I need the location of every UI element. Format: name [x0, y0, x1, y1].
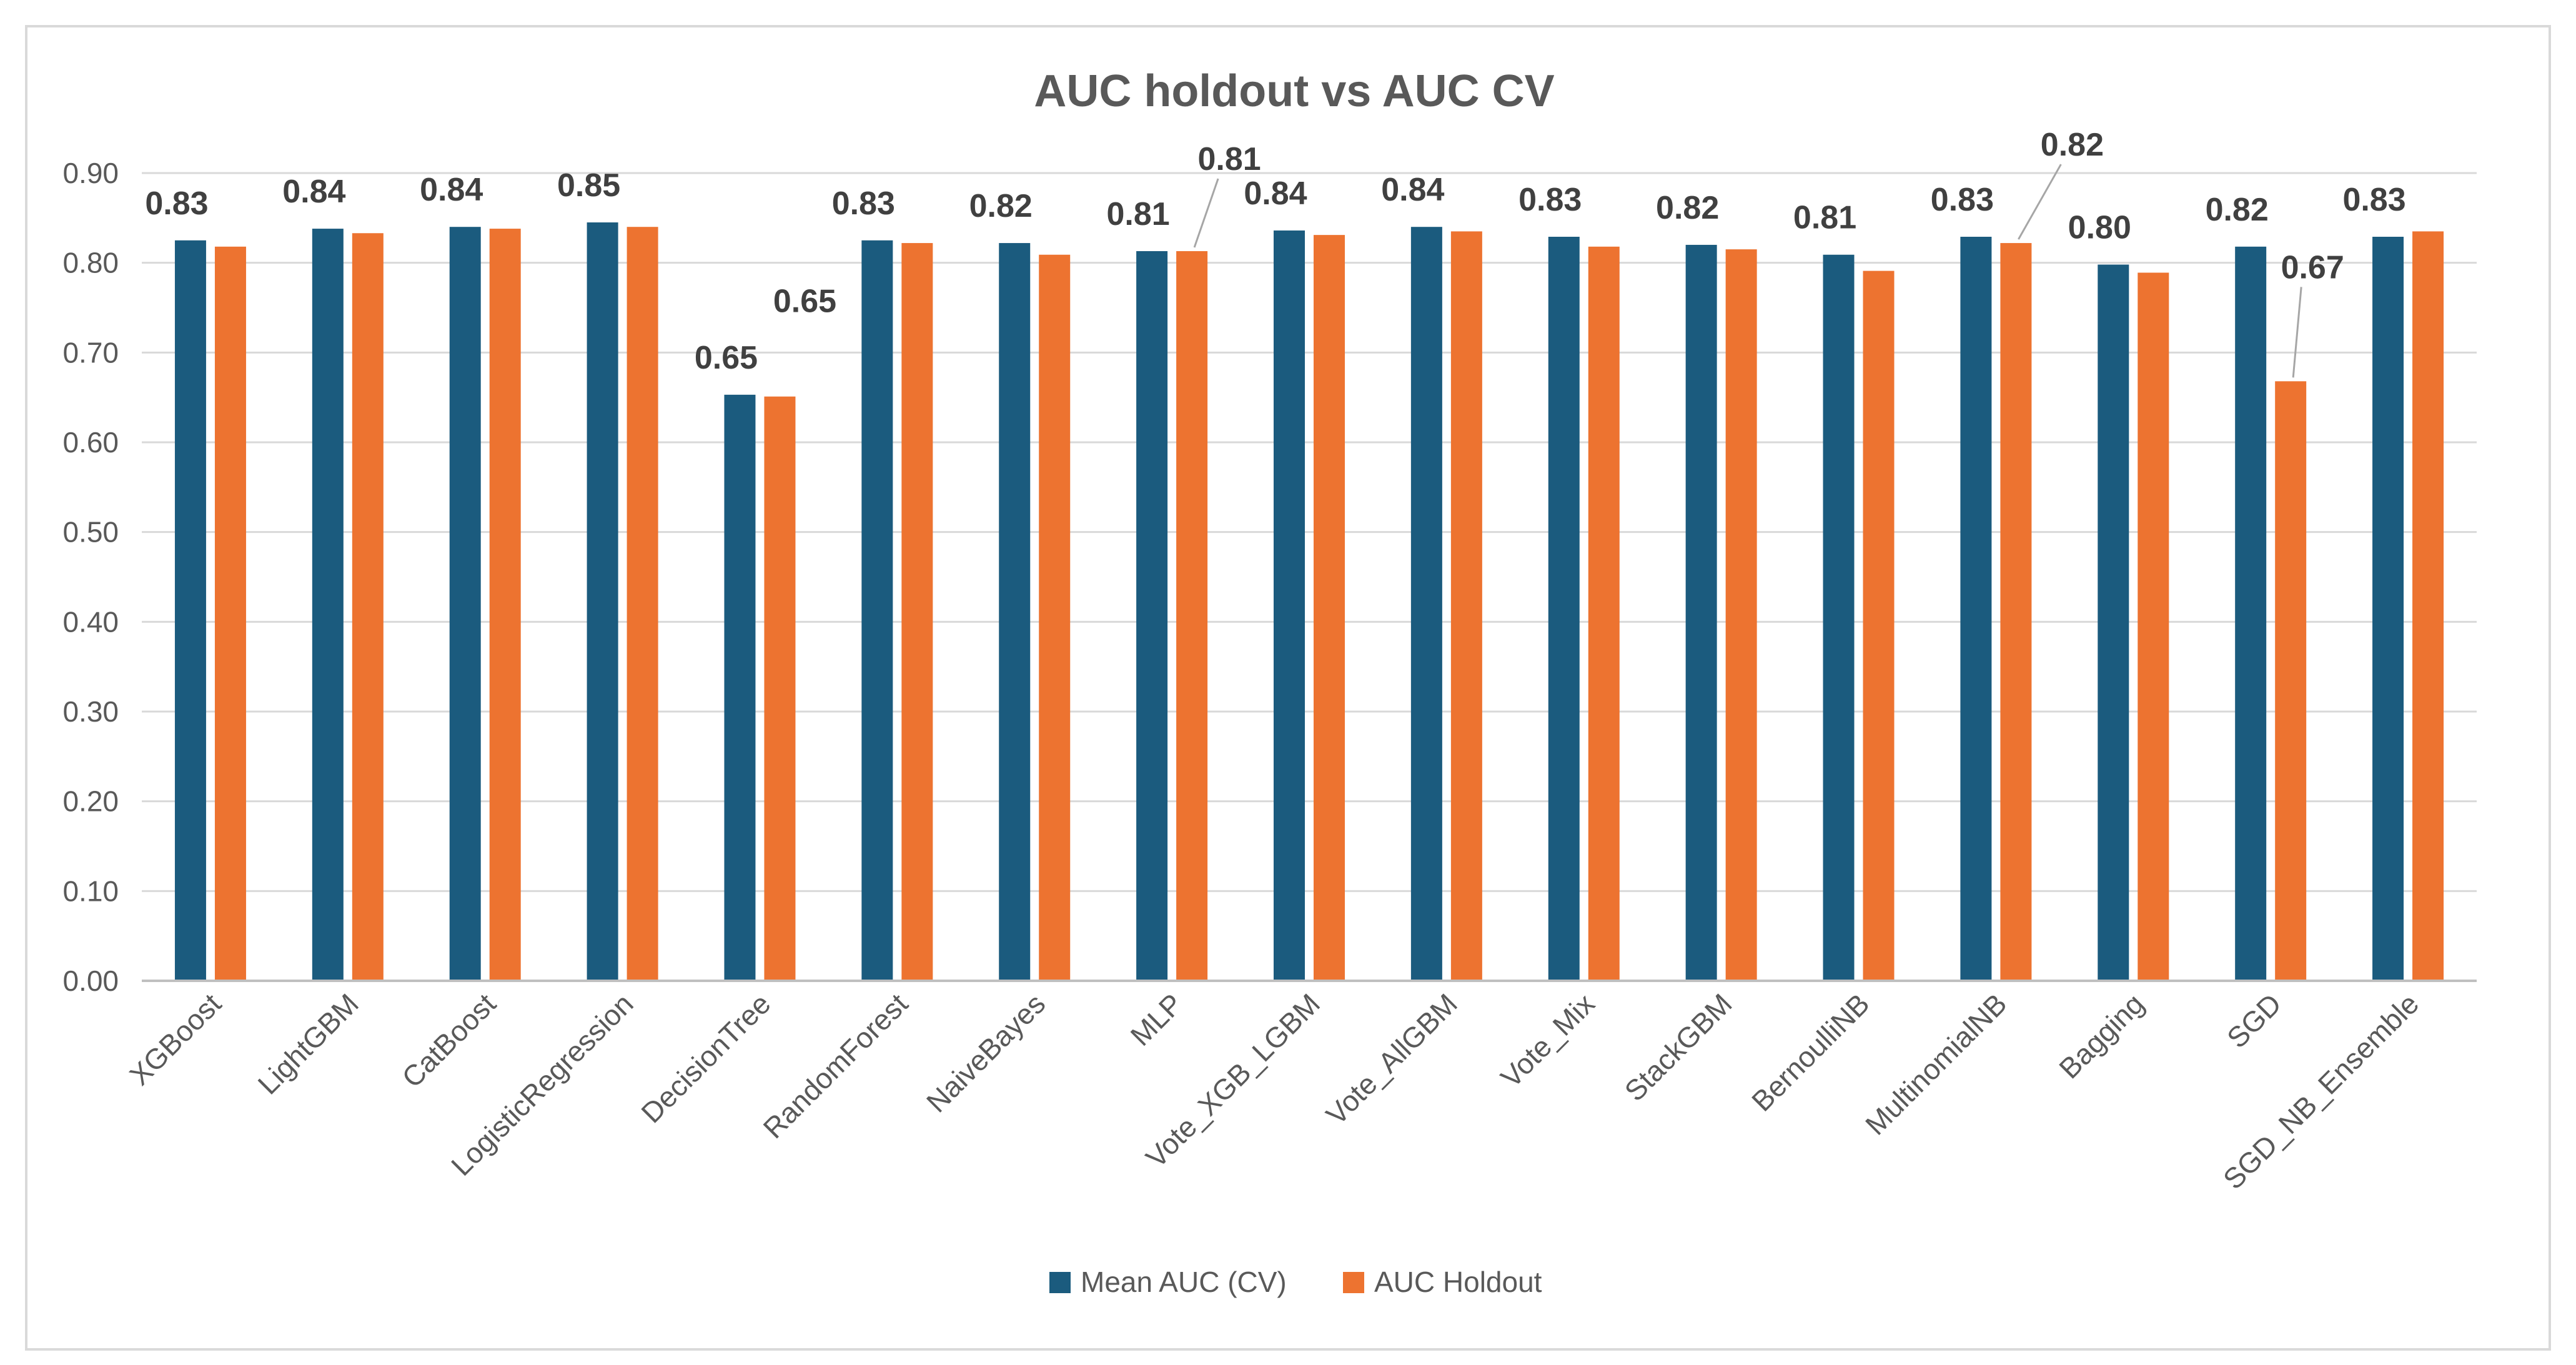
data-label-cv: 0.84	[282, 174, 345, 210]
bar-holdout-bagging	[2138, 272, 2169, 981]
bar-holdout-lightgbm	[352, 233, 384, 981]
bar-cv-multinomialnb	[1960, 237, 1992, 981]
bar-cv-vote-allgbm	[1410, 227, 1442, 981]
y-tick-label: 0.20	[62, 785, 119, 818]
bar-holdout-xgboost	[214, 246, 246, 981]
y-tick-label: 0.30	[62, 695, 119, 728]
data-label-cv: 0.84	[420, 172, 483, 208]
bar-holdout-naivebayes	[1039, 254, 1071, 981]
bar-holdout-vote-allgbm	[1450, 231, 1482, 981]
legend-label-cv: Mean AUC (CV)	[1081, 1266, 1287, 1298]
data-label-cv: 0.83	[1931, 182, 1994, 218]
y-tick-label: 0.90	[62, 157, 119, 189]
bar-cv-decisiontree	[724, 394, 756, 981]
bar-holdout-sgd	[2275, 381, 2307, 981]
y-tick-label: 0.10	[62, 875, 119, 907]
data-label-cv: 0.84	[1244, 176, 1307, 212]
bar-holdout-multinomialnb	[2000, 243, 2032, 981]
data-label-holdout: 0.65	[773, 284, 836, 320]
data-label-cv: 0.83	[832, 186, 895, 222]
data-label-cv: 0.80	[2068, 210, 2131, 246]
bar-cv-bagging	[2098, 264, 2129, 981]
data-label-holdout: 0.82	[2041, 127, 2104, 163]
data-label-cv: 0.83	[2342, 182, 2405, 218]
bar-holdout-catboost	[489, 229, 521, 981]
bar-cv-logisticregression	[587, 222, 618, 981]
legend: Mean AUC (CV) AUC Holdout	[1049, 1266, 1542, 1298]
bar-cv-bernoullinb	[1823, 254, 1855, 981]
bar-cv-stackgbm	[1685, 244, 1717, 981]
data-label-holdout: 0.67	[2281, 249, 2344, 285]
bar-holdout-sgd-nb-ensemble	[2412, 231, 2444, 981]
bar-cv-vote-mix	[1548, 237, 1580, 981]
legend-swatch-cv	[1049, 1272, 1071, 1293]
y-tick-label: 0.50	[62, 516, 119, 548]
bar-holdout-stackgbm	[1725, 249, 1757, 981]
bar-cv-sgd	[2235, 246, 2267, 981]
bar-holdout-mlp	[1176, 251, 1208, 981]
data-label-cv: 0.82	[1656, 190, 1719, 226]
bar-cv-naivebayes	[999, 243, 1031, 981]
data-label-cv: 0.85	[557, 167, 620, 204]
gridlines	[142, 172, 2477, 892]
bar-holdout-bernoullinb	[1863, 271, 1895, 981]
bars	[174, 222, 2444, 981]
y-tick-label: 0.60	[62, 426, 119, 459]
y-tick-label: 0.80	[62, 247, 119, 279]
bar-holdout-logisticregression	[627, 227, 658, 981]
bar-holdout-vote-mix	[1588, 246, 1620, 981]
leader-line	[2018, 164, 2062, 240]
y-tick-label: 0.70	[62, 336, 119, 369]
bar-cv-lightgbm	[312, 229, 344, 981]
data-label-cv: 0.81	[1793, 200, 1856, 236]
data-label-cv: 0.84	[1381, 172, 1444, 208]
bar-holdout-vote-xgb-lgbm	[1314, 235, 1345, 981]
data-labels: 0.83 0.84 0.84 0.850.650.83 0.82 0.810.84 0.84…	[145, 127, 2405, 376]
data-label-cv: 0.81	[1107, 196, 1170, 232]
chart-title: AUC holdout vs AUC CV	[1034, 66, 1554, 116]
data-label-cv: 0.83	[1518, 182, 1582, 218]
bar-holdout-randomforest	[901, 243, 933, 981]
data-label-holdout: 0.81	[1198, 141, 1261, 177]
bar-cv-xgboost	[174, 240, 206, 981]
bar-cv-vote-xgb-lgbm	[1274, 230, 1305, 981]
legend-label-holdout: AUC Holdout	[1374, 1266, 1542, 1298]
bar-cv-mlp	[1136, 251, 1168, 981]
leader-line	[1193, 178, 1219, 248]
y-tick-label: 0.40	[62, 605, 119, 638]
y-axis-ticks: 0.00 0.10 0.20 0.30 0.40 0.50 0.60 0.70 0.80 0.90	[62, 157, 119, 997]
data-label-cv: 0.83	[145, 186, 208, 222]
leader-line	[2292, 287, 2302, 378]
y-tick-label: 0.00	[62, 965, 119, 997]
bar-cv-catboost	[449, 227, 481, 981]
legend-swatch-holdout	[1343, 1272, 1364, 1293]
data-label-cv: 0.65	[695, 340, 758, 376]
data-label-cv: 0.82	[969, 188, 1033, 224]
bar-cv-randomforest	[861, 240, 893, 981]
bar-holdout-decisiontree	[764, 396, 796, 981]
leader-lines	[1193, 164, 2302, 378]
data-label-cv: 0.82	[2206, 192, 2269, 228]
bar-cv-sgd-nb-ensemble	[2372, 237, 2404, 981]
